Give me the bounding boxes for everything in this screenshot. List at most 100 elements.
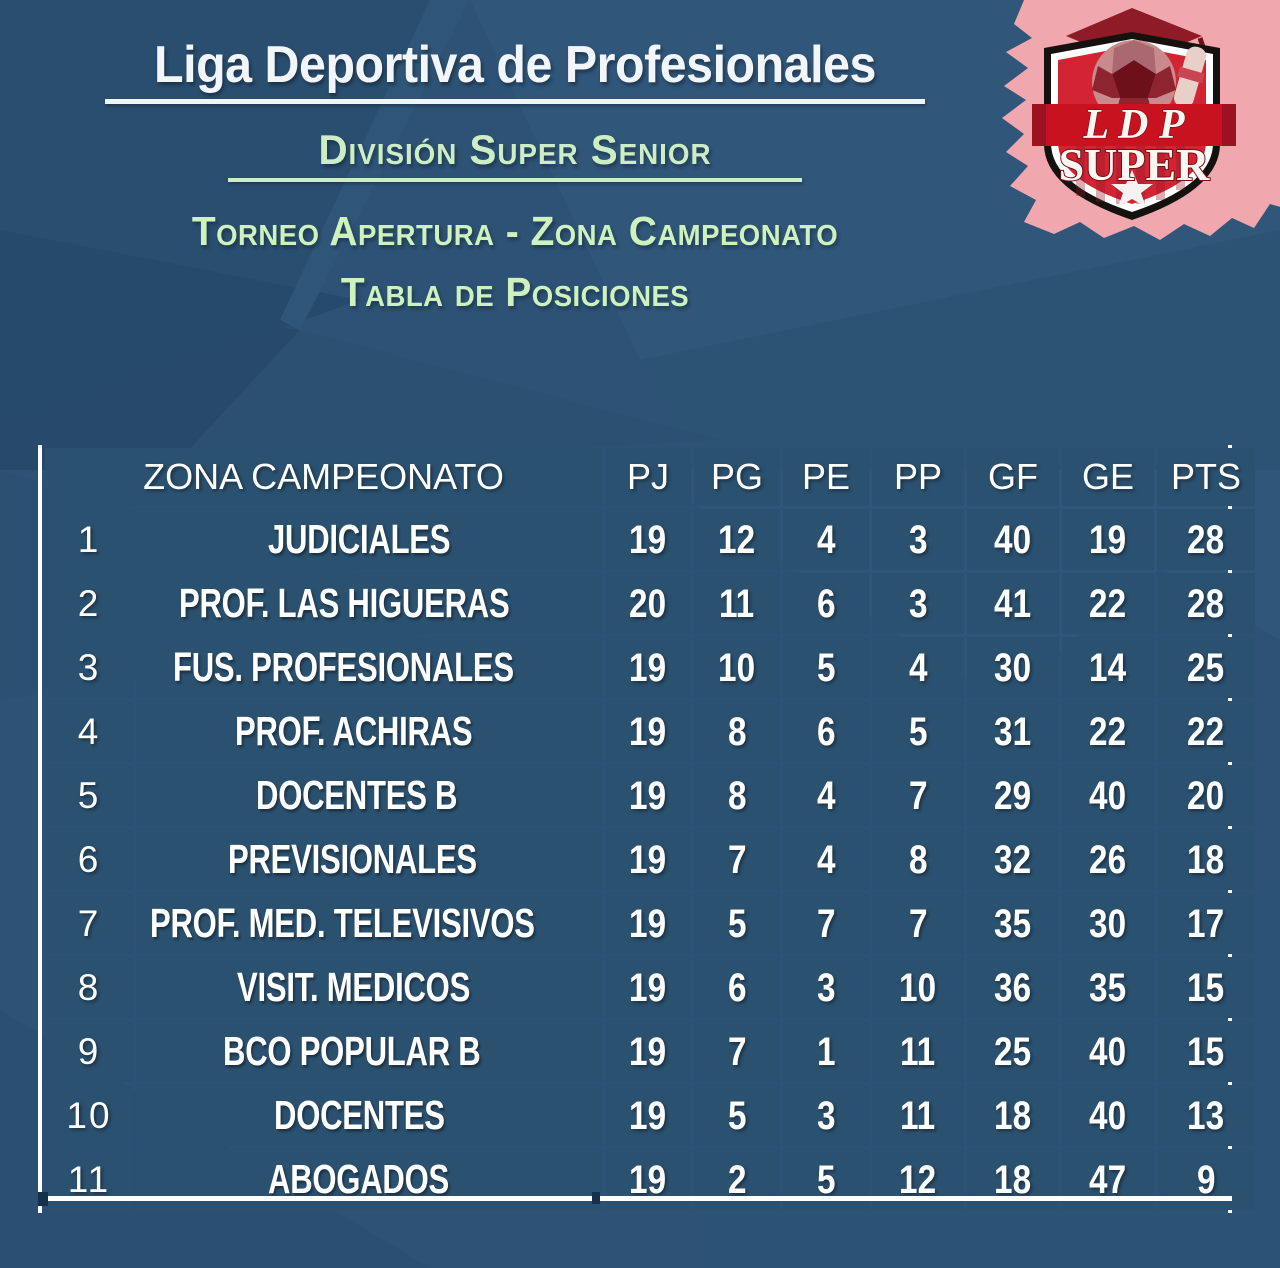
star-icon (1111, 170, 1153, 207)
pg-value: 6 (727, 964, 747, 1010)
pp-cell: 3 (872, 509, 965, 570)
pts-value: 9 (1196, 1156, 1216, 1202)
gf-value: 41 (994, 580, 1032, 626)
team-name-cell: BCO POPULAR B (136, 1021, 603, 1082)
logo-banner (1032, 104, 1236, 146)
header-pg: PG (694, 448, 781, 506)
team-name-label: PROF. MED. TELEVISIVOS (150, 900, 535, 946)
team-name-cell: PROF. MED. TELEVISIVOS (136, 893, 603, 954)
team-name-label: FUS. PROFESIONALES (173, 644, 514, 690)
ge-cell: 40 (1062, 1085, 1155, 1146)
ge-value: 14 (1089, 644, 1127, 690)
division-subtitle: División Super Senior (318, 125, 712, 173)
pts-value: 28 (1187, 580, 1225, 626)
pp-cell: 11 (872, 1085, 965, 1146)
header-pe: PE (783, 448, 870, 506)
pe-cell: 3 (783, 957, 870, 1018)
ge-cell: 14 (1062, 637, 1155, 698)
pg-cell: 5 (694, 1085, 781, 1146)
header-pj: PJ (605, 448, 692, 506)
pts-cell: 22 (1157, 701, 1256, 762)
gf-value: 32 (994, 836, 1032, 882)
pj-cell: 19 (605, 637, 692, 698)
rank-cell: 6 (45, 829, 133, 890)
pj-cell: 19 (605, 829, 692, 890)
pg-value: 12 (718, 516, 756, 562)
header-ge: GE (1062, 448, 1155, 506)
table-row: 7 PROF. MED. TELEVISIVOS 19 5 7 7 35 30 17 (45, 893, 1256, 954)
table-row: 6 PREVISIONALES 19 7 4 8 32 26 18 (45, 829, 1256, 890)
pts-value: 28 (1187, 516, 1225, 562)
page-title: Liga Deportiva de Profesionales (154, 36, 876, 94)
pp-cell: 3 (872, 573, 965, 634)
team-name-label: JUDICIALES (267, 516, 451, 562)
table-row: 10 DOCENTES 19 5 3 11 18 40 13 (45, 1085, 1256, 1146)
pg-value: 8 (727, 772, 747, 818)
rank-cell: 4 (45, 701, 133, 762)
team-name-cell: PREVISIONALES (136, 829, 603, 890)
team-name-label: DOCENTES B (256, 772, 458, 818)
pj-cell: 19 (605, 1085, 692, 1146)
ge-cell: 22 (1062, 573, 1155, 634)
gf-value: 36 (994, 964, 1032, 1010)
team-name-label: PREVISIONALES (227, 836, 477, 882)
header-block: Liga Deportiva de Profesionales División… (0, 0, 1030, 316)
pts-value: 20 (1187, 772, 1225, 818)
gf-value: 40 (994, 516, 1032, 562)
gf-cell: 36 (967, 957, 1060, 1018)
ge-value: 40 (1089, 772, 1127, 818)
gf-value: 29 (994, 772, 1032, 818)
pts-cell: 28 (1157, 509, 1256, 570)
table-corner-notch-left (38, 1192, 48, 1206)
team-name-cell: VISIT. MEDICOS (136, 957, 603, 1018)
pts-cell: 15 (1157, 957, 1256, 1018)
gf-cell: 32 (967, 829, 1060, 890)
pp-value: 5 (908, 708, 928, 754)
header-zona-campeonato: ZONA CAMPEONATO (45, 448, 603, 506)
ge-cell: 19 (1062, 509, 1155, 570)
gf-cell: 40 (967, 509, 1060, 570)
rank-cell: 1 (45, 509, 133, 570)
pj-value: 19 (629, 1156, 667, 1202)
pj-cell: 19 (605, 893, 692, 954)
tournament-line: Torneo Apertura - Zona Campeonato (191, 207, 839, 254)
pts-cell: 15 (1157, 1021, 1256, 1082)
team-name-cell: DOCENTES B (136, 765, 603, 826)
logo-banner-text: L D P (1082, 102, 1184, 148)
header-gf: GF (967, 448, 1060, 506)
team-name-cell: PROF. ACHIRAS (136, 701, 603, 762)
pts-value: 13 (1187, 1092, 1225, 1138)
diploma-scroll-icon (1173, 46, 1207, 108)
ge-value: 26 (1089, 836, 1127, 882)
pp-value: 11 (900, 1092, 936, 1138)
table-row: 8 VISIT. MEDICOS 19 6 3 10 36 35 15 (45, 957, 1256, 1018)
pg-cell: 11 (694, 573, 781, 634)
rank-cell: 8 (45, 957, 133, 1018)
gf-value: 25 (994, 1028, 1032, 1074)
pj-value: 19 (629, 644, 667, 690)
gf-cell: 41 (967, 573, 1060, 634)
pj-value: 19 (629, 964, 667, 1010)
rank-cell: 9 (45, 1021, 133, 1082)
pe-value: 4 (816, 772, 836, 818)
table-row: 9 BCO POPULAR B 19 7 1 11 25 40 15 (45, 1021, 1256, 1082)
pp-cell: 8 (872, 829, 965, 890)
rank-cell: 5 (45, 765, 133, 826)
pj-value: 19 (629, 516, 667, 562)
pj-cell: 19 (605, 765, 692, 826)
pg-value: 8 (727, 708, 747, 754)
table-bottom-border (38, 1196, 1232, 1201)
ge-cell: 26 (1062, 829, 1155, 890)
pe-cell: 1 (783, 1021, 870, 1082)
team-name-label: VISIT. MEDICOS (237, 964, 471, 1010)
pe-cell: 4 (783, 509, 870, 570)
team-name-cell: FUS. PROFESIONALES (136, 637, 603, 698)
pg-cell: 5 (694, 893, 781, 954)
pe-value: 3 (816, 964, 836, 1010)
ge-cell: 30 (1062, 893, 1155, 954)
pp-cell: 7 (872, 893, 965, 954)
pe-cell: 6 (783, 573, 870, 634)
subtitle-underline (228, 177, 802, 182)
ge-cell: 40 (1062, 765, 1155, 826)
pe-value: 5 (816, 644, 836, 690)
